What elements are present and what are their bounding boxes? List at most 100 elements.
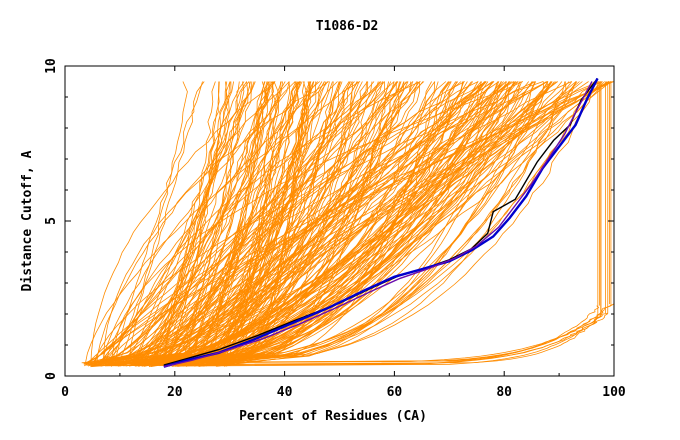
model-curve [143,81,601,365]
model-curve [190,81,458,365]
model-curve [149,81,523,365]
highlight-curve-2 [163,77,599,368]
model-curve [96,81,290,365]
model-curve [92,81,255,366]
x-tick-label: 40 [277,385,293,400]
model-curve [148,81,502,365]
model-curve [229,81,311,366]
model-curve [95,81,578,364]
model-curve [91,81,424,363]
model-curve [179,81,385,366]
model-curve [152,81,351,366]
model-curve [90,81,276,364]
model-curve [105,81,325,365]
model-curve [89,81,363,366]
model-curve [116,81,256,366]
model-curve [123,81,563,367]
x-axis-label: Percent of Residues (CA) [239,409,427,424]
y-tick-label: 0 [44,372,59,380]
model-curve [130,81,253,367]
model-curve [104,81,609,367]
model-curve [148,81,612,363]
model-curve [84,81,515,366]
model-curve [130,81,409,365]
model-curve [102,81,325,364]
highlighted-curves [163,77,599,368]
model-curve [192,81,354,367]
model-curve [187,81,551,365]
model-curve [172,315,602,367]
model-curve [180,81,379,363]
model-curve [169,81,486,366]
model-curve [203,81,583,367]
model-curve [150,81,231,365]
model-curve [106,81,408,366]
model-curve [189,81,343,363]
model-curve [223,81,373,367]
model-curve [151,81,535,367]
model-curve [214,81,299,363]
model-curve [87,81,188,367]
model-curve [114,81,608,366]
model-curve [85,81,361,364]
model-curve [87,81,414,364]
model-curve [157,81,333,363]
y-axis-label: Distance Cutoff, A [20,150,35,291]
model-curve [93,81,558,363]
model-curve [86,81,301,366]
model-curve [85,81,468,363]
model-curve [189,81,418,365]
model-curve [202,81,516,363]
model-curve [166,81,612,365]
model-curve [145,81,375,366]
model-curve [139,81,419,364]
x-tick-label: 60 [387,385,403,400]
axis-ticks: 0 20 40 60 80 100 0 5 10 [44,58,626,400]
chart-title: T1086-D2 [316,19,379,34]
model-curve [160,81,547,363]
model-curve [101,81,296,364]
model-curve [165,81,249,365]
model-curve [145,81,368,365]
y-tick-label: 5 [44,217,59,225]
model-curve [158,81,245,365]
model-curve [187,81,494,363]
model-curve [164,81,572,364]
model-curve [137,81,220,367]
model-curve [170,305,600,364]
model-curve [177,81,449,367]
model-curve [192,81,277,367]
x-tick-label: 20 [167,385,183,400]
model-curve [193,81,395,365]
model-curve [212,81,405,366]
model-curve [194,81,358,365]
model-curve [113,81,545,365]
x-tick-label: 0 [61,385,69,400]
model-curve [81,81,504,364]
model-curve [114,81,205,365]
model-curve [86,81,271,364]
model-curve [115,81,384,365]
model-curve [150,81,240,365]
highlight-curve-3 [163,81,593,368]
model-curve [160,81,464,363]
model-curve [229,81,314,364]
x-tick-label: 80 [496,385,512,400]
model-curve [162,81,436,366]
model-curve [157,81,577,363]
model-curve [93,313,609,367]
model-curve [148,81,517,368]
model-curve [191,81,276,365]
x-tick-label: 100 [602,385,626,400]
model-curve [117,81,502,367]
model-curve [169,81,487,367]
y-tick-label: 10 [44,58,59,74]
model-curve [157,81,450,365]
model-curve [94,81,507,366]
model-curve [141,81,605,367]
model-curve [143,81,465,367]
model-curve [138,81,384,367]
model-curve [83,81,507,365]
model-curve [83,81,251,365]
